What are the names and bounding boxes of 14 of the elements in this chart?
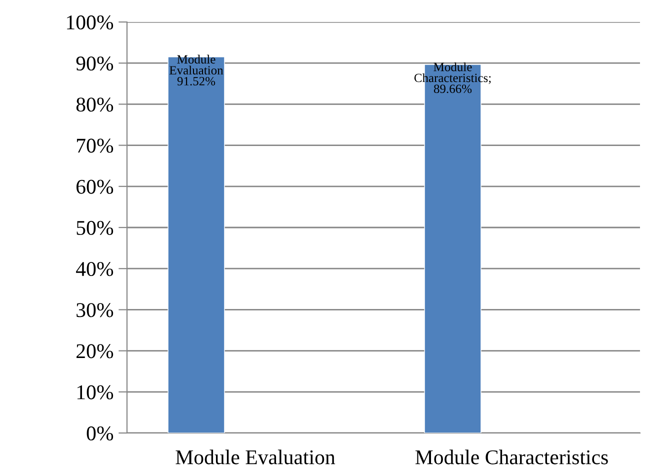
y-tick-label: 20% bbox=[76, 344, 114, 358]
y-tick-label: 90% bbox=[76, 56, 114, 71]
y-tick-label: 10% bbox=[77, 385, 114, 400]
y-tick-label: 40% bbox=[76, 262, 114, 276]
x-tick-label: Module Characteristics bbox=[415, 450, 608, 464]
y-tick-label: 60% bbox=[76, 180, 114, 194]
y-tick-label: 30% bbox=[76, 303, 114, 318]
y-tick-label: 100% bbox=[67, 15, 114, 30]
y-tick-label: 0% bbox=[86, 426, 114, 440]
x-tick-label: Module Evaluation bbox=[176, 450, 336, 464]
y-tick-label: 80% bbox=[76, 98, 114, 112]
y-tick-label: 50% bbox=[76, 220, 114, 235]
data-label: Module Evaluation 91.52% bbox=[170, 54, 224, 86]
y-tick-label: 70% bbox=[76, 138, 114, 153]
